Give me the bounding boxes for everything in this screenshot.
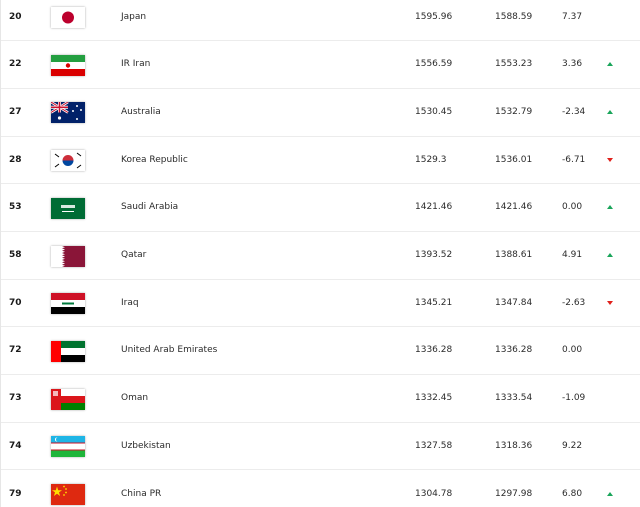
total-points: 1304.78 <box>415 488 453 499</box>
points-change: -1.09 <box>562 393 586 404</box>
ranking-row: 53 Saudi Arabia 1421.46 1421.46 0.00 <box>1 184 640 232</box>
rank: 53 <box>9 202 22 213</box>
country-name: China PR <box>121 488 162 499</box>
previous-points: 1588.59 <box>495 11 533 22</box>
total-points: 1595.96 <box>415 11 453 22</box>
country-flag <box>51 340 85 362</box>
rank: 27 <box>9 106 22 117</box>
total-points: 1421.46 <box>415 202 453 213</box>
trend-arrow <box>607 109 613 114</box>
points-change: 0.00 <box>562 345 583 356</box>
trend-arrow <box>607 157 613 162</box>
rank: 74 <box>9 440 22 451</box>
total-points: 1345.21 <box>415 297 453 308</box>
ranking-row: 22 IR Iran 1556.59 1553.23 3.36 <box>1 41 640 89</box>
points-change: 0.00 <box>562 202 583 213</box>
ranking-row: 58 Qatar 1393.52 1388.61 4.91 <box>1 232 640 280</box>
ranking-row: 72 United Arab Emirates 1336.28 1336.28 0.00 <box>1 327 640 376</box>
trend-arrow <box>607 62 613 67</box>
country-flag <box>51 102 85 124</box>
total-points: 1556.59 <box>415 59 453 70</box>
ranking-row: 74 Uzbekistan 1327.58 1318.36 9.22 <box>1 423 640 471</box>
ranking-row: 27 Australia 1530.45 1532.79 -2.34 <box>1 89 640 137</box>
points-change: 6.80 <box>562 488 583 499</box>
previous-points: 1333.54 <box>495 393 533 404</box>
points-change: 7.37 <box>562 11 583 22</box>
points-change: 9.22 <box>562 440 583 451</box>
country-name: Uzbekistan <box>121 440 171 451</box>
trend-arrow <box>607 491 613 496</box>
country-flag <box>51 484 85 505</box>
ranking-row: 73 Oman 1332.45 1333.54 -1.09 <box>1 375 640 423</box>
previous-points: 1532.79 <box>495 106 533 117</box>
total-points: 1529.3 <box>415 154 447 165</box>
ranking-row: 28 Korea Republic 1529.3 1536.01 -6.71 <box>1 137 640 185</box>
previous-points: 1347.84 <box>495 297 533 308</box>
country-name: Iraq <box>121 297 139 308</box>
previous-points: 1536.01 <box>495 154 533 165</box>
total-points: 1393.52 <box>415 250 453 260</box>
previous-points: 1336.28 <box>495 345 533 356</box>
country-name: IR Iran <box>121 59 151 70</box>
rank: 20 <box>9 11 22 22</box>
previous-points: 1318.36 <box>495 440 533 451</box>
points-change: 3.36 <box>562 59 583 70</box>
total-points: 1336.28 <box>415 345 453 356</box>
ranking-row: 20 Japan 1595.96 1588.59 7.37 <box>1 0 640 42</box>
previous-points: 1421.46 <box>495 202 533 213</box>
ranking-row: 79 China PR 1304.78 1297.98 6.80 <box>1 471 640 507</box>
rank: 79 <box>9 488 22 499</box>
country-flag <box>51 7 85 28</box>
country-flag <box>51 293 85 315</box>
country-flag <box>51 388 85 410</box>
rank: 22 <box>9 59 22 70</box>
country-name: Saudi Arabia <box>121 202 179 213</box>
trend-arrow <box>607 205 613 210</box>
total-points: 1327.58 <box>415 440 453 451</box>
rank: 58 <box>9 250 22 260</box>
total-points: 1332.45 <box>415 393 453 404</box>
points-change: 4.91 <box>562 250 583 260</box>
country-flag <box>51 436 85 458</box>
trend-arrow <box>607 253 613 257</box>
country-name: Japan <box>121 11 147 22</box>
country-name: Korea Republic <box>121 154 188 165</box>
rank: 72 <box>9 345 22 356</box>
country-flag <box>51 54 85 76</box>
rank: 73 <box>9 393 22 404</box>
points-change: -2.63 <box>562 297 586 308</box>
country-flag <box>51 150 85 172</box>
country-flag <box>51 197 85 219</box>
rank: 28 <box>9 154 22 165</box>
points-change: -2.34 <box>562 106 586 117</box>
previous-points: 1297.98 <box>495 488 533 499</box>
trend-arrow <box>607 300 613 305</box>
country-name: United Arab Emirates <box>121 345 218 356</box>
total-points: 1530.45 <box>415 106 453 117</box>
ranking-row: 70 Iraq 1345.21 1347.84 -2.63 <box>1 280 640 328</box>
country-flag <box>51 245 85 267</box>
points-change: -6.71 <box>562 154 586 165</box>
country-name: Qatar <box>121 250 147 260</box>
country-name: Oman <box>121 393 149 404</box>
previous-points: 1388.61 <box>495 250 533 260</box>
previous-points: 1553.23 <box>495 59 533 70</box>
country-name: Australia <box>121 106 161 117</box>
rank: 70 <box>9 297 22 308</box>
